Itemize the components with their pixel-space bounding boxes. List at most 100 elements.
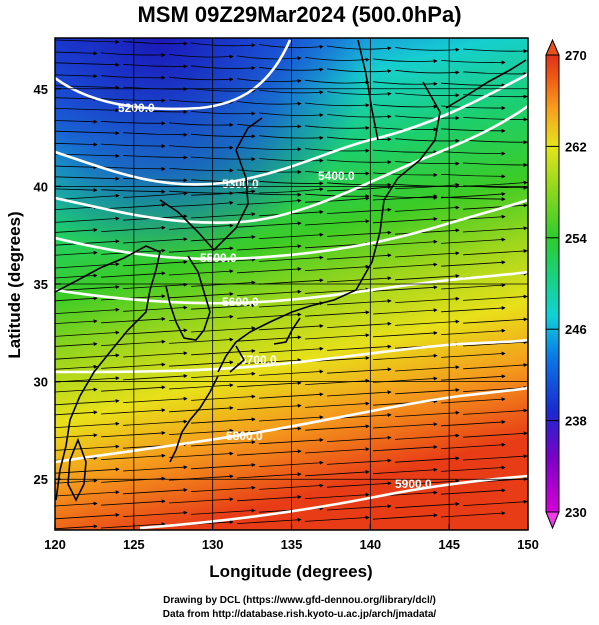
streamline bbox=[122, 396, 188, 403]
streamline bbox=[100, 225, 166, 232]
colorbar-tick-label: 246 bbox=[565, 322, 587, 337]
streamline bbox=[440, 60, 506, 65]
streamline bbox=[168, 383, 234, 390]
manchuria-coastline bbox=[159, 117, 263, 252]
streamline bbox=[394, 251, 460, 258]
streamline bbox=[168, 246, 234, 253]
colorbar-tick-label: 270 bbox=[565, 48, 587, 63]
streamline bbox=[372, 81, 438, 86]
streamline bbox=[55, 205, 98, 211]
streamline bbox=[462, 294, 528, 301]
streamline bbox=[122, 351, 188, 358]
streamline bbox=[236, 358, 302, 365]
streamline bbox=[55, 273, 98, 279]
streamline bbox=[394, 388, 460, 395]
streamline bbox=[55, 467, 120, 474]
streamline bbox=[394, 47, 460, 52]
map-title: MSM 09Z29Mar2024 (500.0hPa) bbox=[137, 2, 462, 27]
streamline bbox=[55, 119, 98, 124]
streamline bbox=[304, 102, 370, 108]
streamline bbox=[100, 317, 166, 324]
height-contour-line bbox=[55, 104, 528, 224]
streamline bbox=[440, 488, 506, 495]
streamline bbox=[55, 108, 120, 113]
streamline bbox=[55, 176, 120, 181]
streamline bbox=[462, 71, 528, 76]
streamline bbox=[190, 235, 256, 242]
contour-label: 5400.0 bbox=[318, 169, 355, 183]
height-contour-line bbox=[55, 270, 528, 305]
sakhalin-coastline bbox=[357, 39, 379, 141]
y-tick-label: 35 bbox=[34, 277, 48, 292]
colorbar-tick-label: 254 bbox=[565, 231, 587, 246]
x-axis-label: Longitude (degrees) bbox=[209, 562, 372, 581]
streamline bbox=[55, 524, 98, 530]
streamline bbox=[326, 321, 392, 328]
credit-drawing: Drawing by DCL (https://www.gfd-dennou.o… bbox=[163, 595, 436, 606]
streamline bbox=[190, 463, 256, 470]
streamline bbox=[122, 374, 188, 381]
streamline bbox=[55, 85, 120, 90]
streamline bbox=[326, 182, 392, 187]
contour-label: 5600.0 bbox=[222, 295, 259, 309]
streamline bbox=[394, 161, 460, 166]
streamline bbox=[440, 511, 506, 518]
streamline bbox=[236, 198, 302, 205]
streamline bbox=[100, 431, 166, 438]
height-contour-line bbox=[55, 386, 528, 464]
streamline bbox=[122, 41, 188, 46]
streamline bbox=[190, 508, 256, 515]
streamline bbox=[190, 133, 256, 139]
korea-coastline bbox=[165, 255, 211, 341]
streamline bbox=[100, 385, 166, 392]
streamline bbox=[440, 306, 506, 313]
y-tick-label: 45 bbox=[34, 82, 48, 97]
streamline bbox=[440, 105, 506, 111]
streamline bbox=[440, 328, 506, 335]
streamline bbox=[304, 125, 370, 130]
streamline bbox=[55, 478, 98, 484]
streamline bbox=[372, 422, 438, 429]
height-contour-line bbox=[55, 338, 528, 374]
streamline bbox=[304, 333, 370, 340]
streamline bbox=[168, 200, 234, 207]
streamline bbox=[236, 123, 302, 129]
y-tick-label: 30 bbox=[34, 375, 48, 390]
streamline bbox=[326, 207, 392, 214]
streamline bbox=[236, 495, 302, 502]
streamline bbox=[258, 180, 324, 186]
y-tick-label: 25 bbox=[34, 472, 48, 487]
streamline bbox=[440, 237, 506, 244]
streamline bbox=[236, 146, 302, 152]
streamline bbox=[236, 55, 302, 61]
streamline bbox=[236, 78, 302, 83]
streamline bbox=[236, 244, 302, 251]
streamline bbox=[236, 267, 302, 274]
streamline bbox=[326, 159, 392, 165]
streamline bbox=[190, 257, 256, 264]
streamline bbox=[304, 378, 370, 385]
streamline bbox=[190, 179, 256, 184]
streamline bbox=[440, 174, 506, 179]
streamline bbox=[236, 192, 302, 197]
streamline bbox=[55, 216, 120, 223]
streamline bbox=[394, 479, 460, 486]
japan-coastline bbox=[217, 81, 441, 373]
streamline bbox=[236, 449, 302, 456]
x-axis-ticks: 120 125 130 135 140 145 150 bbox=[44, 524, 539, 552]
streamline bbox=[236, 403, 302, 410]
streamline bbox=[440, 420, 506, 427]
credit-data: Data from http://database.rish.kyoto-u.a… bbox=[162, 609, 437, 620]
streamline bbox=[190, 326, 256, 333]
streamline bbox=[394, 274, 460, 281]
streamline bbox=[55, 165, 98, 170]
streamline bbox=[258, 232, 324, 239]
ryukyu-islands bbox=[169, 375, 219, 463]
streamline bbox=[258, 66, 324, 72]
streamline bbox=[122, 132, 188, 137]
contour-label: 5700.0 bbox=[240, 353, 277, 367]
streamline bbox=[190, 111, 256, 116]
streamline bbox=[372, 217, 438, 224]
streamline bbox=[55, 142, 98, 147]
